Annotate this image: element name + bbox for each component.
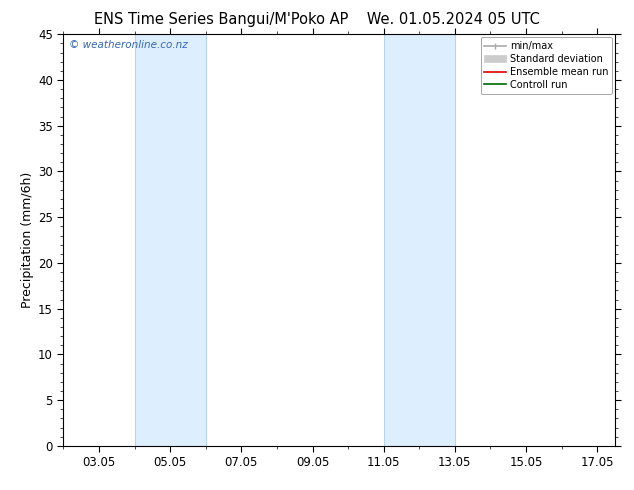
Bar [384, 34, 455, 446]
Text: © weatheronline.co.nz: © weatheronline.co.nz [69, 41, 188, 50]
Text: ENS Time Series Bangui/M'Poko AP    We. 01.05.2024 05 UTC: ENS Time Series Bangui/M'Poko AP We. 01.… [94, 12, 540, 27]
Y-axis label: Precipitation (mm/6h): Precipitation (mm/6h) [21, 172, 34, 308]
Bar [134, 34, 206, 446]
Legend: min/max, Standard deviation, Ensemble mean run, Controll run: min/max, Standard deviation, Ensemble me… [481, 37, 612, 94]
